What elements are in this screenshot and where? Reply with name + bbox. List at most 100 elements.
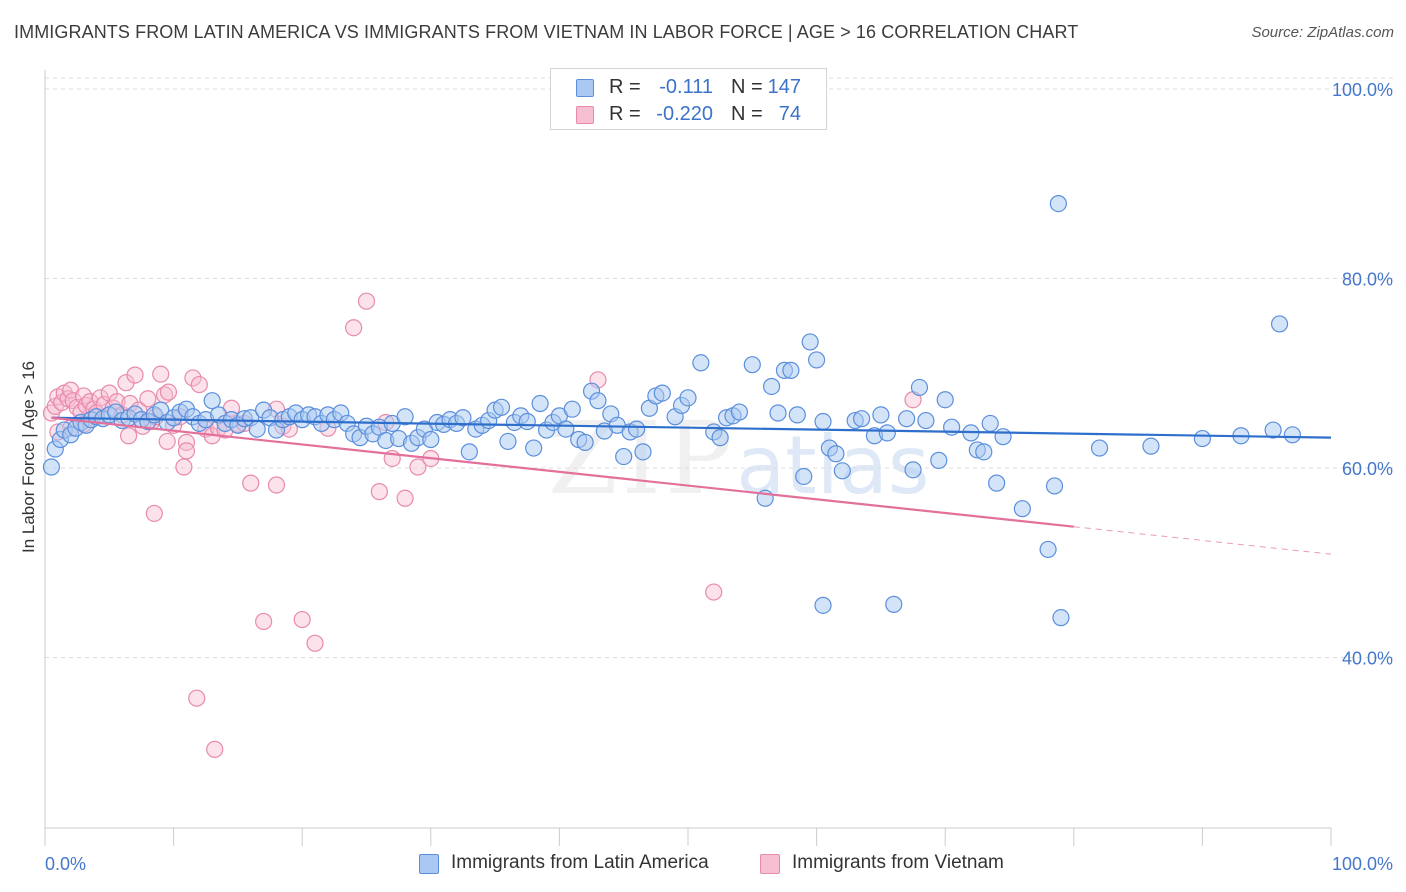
vietnam-point [255, 612, 273, 631]
latin-america-point [788, 406, 806, 424]
vietnam-point [242, 474, 260, 492]
vietnam-point [705, 583, 723, 601]
latin-america-point [833, 462, 851, 480]
legend-n-value: 74 [778, 103, 801, 125]
vietnam-point [152, 365, 170, 383]
trend-line-vietnam [51, 416, 1074, 528]
latin-america-point [531, 394, 549, 413]
vietnam-point [190, 375, 208, 394]
latin-america-point [898, 410, 916, 428]
latin-america-point [1264, 421, 1282, 439]
legend-n-label: N = [731, 103, 763, 125]
vietnam-point [357, 292, 376, 310]
legend-swatch-vietnam [576, 106, 594, 124]
latin-america-point [930, 451, 948, 469]
latin-america-point [1049, 194, 1067, 213]
latin-america-point [634, 443, 652, 461]
latin-america-point [878, 424, 896, 442]
latin-america-point [525, 439, 543, 457]
trend-line-latin-america [51, 416, 1332, 439]
latin-america-point [679, 389, 697, 407]
latin-america-point [653, 384, 671, 402]
vietnam-point [159, 383, 178, 401]
vietnam-point [188, 689, 206, 707]
latin-america-point [795, 467, 813, 486]
latin-america-point [499, 432, 517, 451]
chart-title: IMMIGRANTS FROM LATIN AMERICA VS IMMIGRA… [14, 22, 1079, 42]
latin-america-point [615, 447, 633, 466]
legend-r-value: -0.111 [659, 76, 713, 98]
legend-n-value: 147 [767, 76, 801, 98]
latin-america-point [454, 409, 472, 427]
latin-america-point [872, 406, 890, 424]
y-tick-label: 60.0% [1342, 459, 1393, 479]
vietnam-point [184, 369, 202, 387]
legend-r-label: R = [609, 76, 641, 98]
vietnam-point [145, 504, 163, 523]
vietnam-point [396, 489, 414, 507]
gridlines [45, 77, 1395, 658]
vietnam-point [119, 427, 138, 445]
latin-america-point [1193, 429, 1212, 448]
latin-america-point [769, 404, 787, 422]
trend-lines [51, 416, 1332, 555]
latin-america-point [1052, 609, 1070, 627]
x-tick-label-max: 100.0% [1332, 854, 1393, 874]
latin-america-point [563, 400, 581, 418]
legend-row-latin-america: R = -0.111 N = 147 [551, 75, 828, 101]
latin-america-point [910, 378, 929, 397]
latin-america-point [994, 428, 1012, 446]
latin-america-point [782, 361, 800, 379]
vietnam-point [370, 483, 388, 501]
legend-row-vietnam: R = -0.220 N = 74 [551, 102, 828, 128]
legend-label-latin-america: Immigrants from Latin America [451, 852, 709, 873]
vietnam-point [345, 319, 363, 337]
watermark: ZIPatlas [548, 400, 930, 517]
latin-america-point [1270, 315, 1289, 333]
vietnam-point [267, 476, 286, 494]
latin-america-point [627, 420, 646, 438]
latin-america-point [814, 596, 832, 614]
legend-swatch-latin-america [576, 79, 594, 97]
latin-america-point [203, 392, 221, 410]
latin-america-point [936, 391, 954, 409]
latin-america-point [743, 356, 761, 374]
y-tick-label: 40.0% [1342, 648, 1393, 668]
vietnam-point [206, 740, 224, 758]
legend-swatch-vietnam [760, 854, 780, 874]
y-tick-label: 80.0% [1342, 269, 1393, 289]
axes [44, 70, 1332, 846]
legend-n-label: N = [731, 76, 763, 98]
latin-america-point [396, 408, 414, 426]
latin-america-point [711, 429, 729, 447]
latin-america-point [730, 403, 749, 421]
vietnam-point [158, 432, 176, 451]
latin-america-point [807, 351, 826, 369]
vietnam-point [126, 366, 144, 384]
latin-america-point [42, 458, 61, 476]
latin-america-point [492, 398, 511, 416]
latin-america-point [1142, 437, 1160, 455]
latin-america-point [904, 461, 922, 479]
latin-america-point [885, 595, 903, 613]
latin-america-point [460, 443, 478, 461]
vietnam-point [409, 458, 427, 476]
latin-america-point [692, 354, 710, 372]
legend-label-vietnam: Immigrants from Vietnam [792, 852, 1004, 873]
latin-america-point [557, 420, 575, 438]
latin-america-point [422, 430, 440, 449]
latin-america-point [589, 392, 607, 410]
legend-r-value: -0.220 [656, 103, 713, 125]
latin-america-point [801, 333, 819, 351]
correlation-legend: R = -0.111 N = 147 R = -0.220 N = 74 [550, 68, 827, 130]
latin-america-point [917, 411, 935, 430]
legend-r-label: R = [609, 103, 641, 125]
latin-america-point [1039, 540, 1057, 559]
vietnam-point [177, 442, 196, 460]
latin-america-point [248, 420, 266, 438]
x-tick-label-min: 0.0% [45, 854, 86, 874]
latin-america-point [988, 474, 1006, 492]
latin-america-point [1090, 439, 1109, 457]
latin-america-point [518, 412, 536, 431]
